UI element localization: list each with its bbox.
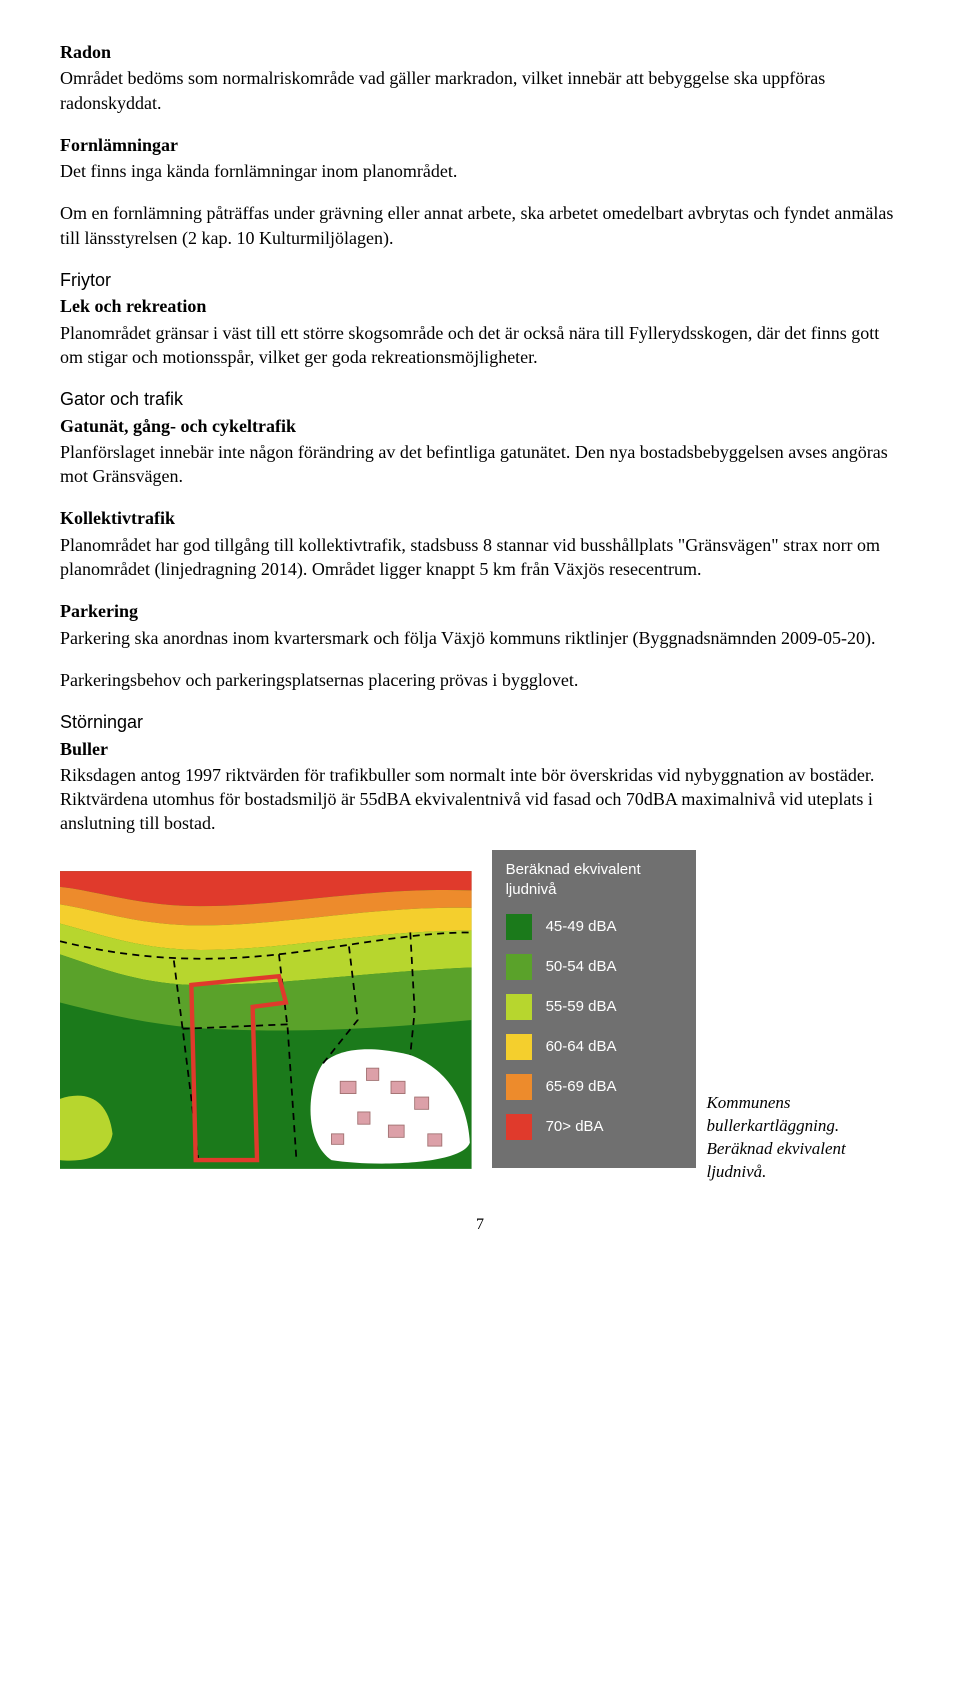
caption-line-1: Kommunens bullerkartläggning.	[706, 1092, 900, 1138]
friytor-heading: Friytor	[60, 268, 900, 292]
storningar-body: Riksdagen antog 1997 riktvärden för traf…	[60, 763, 900, 836]
legend-row-2: 55-59 dBA	[506, 994, 683, 1020]
friytor-body: Planområdet gränsar i väst till ett stör…	[60, 321, 900, 370]
legend-title: Beräknad ekvivalent ljudnivå	[506, 860, 683, 901]
legend-label-5: 70> dBA	[546, 1117, 604, 1137]
radon-heading: Radon	[60, 42, 111, 62]
legend-row-1: 50-54 dBA	[506, 954, 683, 980]
gator-body-1: Planförslaget innebär inte någon förändr…	[60, 440, 900, 489]
legend-swatch-2	[506, 994, 532, 1020]
gator-sub-1: Gatunät, gång- och cykeltrafik	[60, 416, 296, 436]
legend-row-3: 60-64 dBA	[506, 1034, 683, 1060]
legend-swatch-3	[506, 1034, 532, 1060]
friytor-sub: Lek och rekreation	[60, 296, 206, 316]
legend-row-5: 70> dBA	[506, 1114, 683, 1140]
legend-label-4: 65-69 dBA	[546, 1077, 617, 1097]
legend-swatch-1	[506, 954, 532, 980]
storningar-heading: Störningar	[60, 710, 900, 734]
page-number: 7	[60, 1214, 900, 1236]
fornlamningar-body-1: Det finns inga kända fornlämningar inom …	[60, 159, 900, 183]
legend-label-3: 60-64 dBA	[546, 1037, 617, 1057]
gator-sub-2: Kollektivtrafik	[60, 508, 175, 528]
gator-body-3b: Parkeringsbehov och parkeringsplatsernas…	[60, 668, 900, 692]
storningar-sub: Buller	[60, 739, 108, 759]
fornlamningar-body-2: Om en fornlämning påträffas under grävni…	[60, 201, 900, 250]
legend-swatch-5	[506, 1114, 532, 1140]
legend-label-2: 55-59 dBA	[546, 997, 617, 1017]
noise-map	[60, 850, 472, 1190]
caption-block: Kommunens bullerkartläggning. Beräknad e…	[706, 1092, 900, 1184]
legend-row-0: 45-49 dBA	[506, 914, 683, 940]
fornlamningar-heading: Fornlämningar	[60, 135, 178, 155]
gator-body-3a: Parkering ska anordnas inom kvartersmark…	[60, 626, 900, 650]
caption-line-2: Beräknad ekvivalent ljudnivå.	[706, 1138, 900, 1184]
legend-label-1: 50-54 dBA	[546, 957, 617, 977]
legend-panel: Beräknad ekvivalent ljudnivå 45-49 dBA 5…	[492, 850, 697, 1169]
radon-body: Området bedöms som normalriskområde vad …	[60, 66, 900, 115]
legend-swatch-4	[506, 1074, 532, 1100]
gator-heading: Gator och trafik	[60, 387, 900, 411]
gator-body-2: Planområdet har god tillgång till kollek…	[60, 533, 900, 582]
gator-sub-3: Parkering	[60, 601, 138, 621]
legend-label-0: 45-49 dBA	[546, 917, 617, 937]
legend-row-4: 65-69 dBA	[506, 1074, 683, 1100]
legend-swatch-0	[506, 914, 532, 940]
